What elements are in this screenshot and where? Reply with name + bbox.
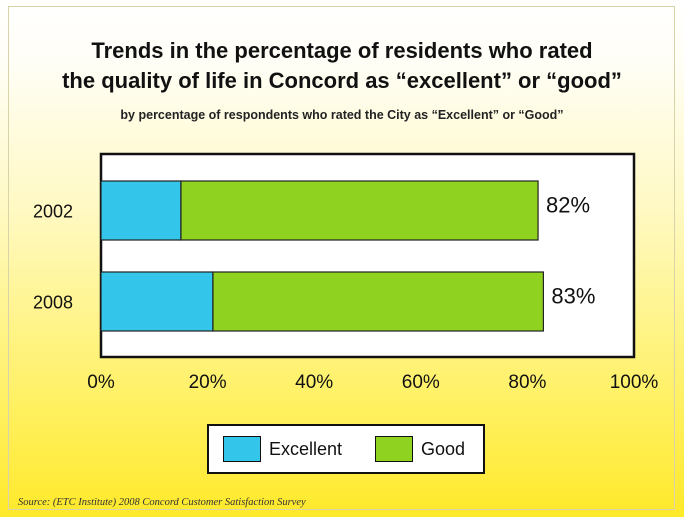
chart-frame xyxy=(8,6,675,510)
legend-item-good: Good xyxy=(375,436,465,462)
category-label-2002: 2002 xyxy=(33,202,73,222)
x-tick-label-80: 80% xyxy=(508,372,546,393)
chart-subtitle: by percentage of respondents who rated t… xyxy=(120,108,564,122)
legend-label-excellent: Excellent xyxy=(269,438,343,459)
bar-excellent-2002 xyxy=(100,180,182,241)
x-tick-label-100: 100% xyxy=(610,372,659,393)
legend-swatch-good xyxy=(375,436,413,462)
legend-label-good: Good xyxy=(421,438,466,459)
data-label-2008: 83% xyxy=(551,284,595,309)
chart-title-line-1: Trends in the percentage of residents wh… xyxy=(91,38,593,63)
chart-title-line-2: the quality of life in Concord as “excel… xyxy=(62,68,622,93)
legend-item-excellent: Excellent xyxy=(223,436,342,462)
bar-good-2008 xyxy=(212,271,544,332)
data-label-2002: 82% xyxy=(546,193,590,218)
x-tick-label-60: 60% xyxy=(402,372,440,393)
x-tick-label-40: 40% xyxy=(295,372,333,393)
bar-good-2002 xyxy=(180,180,539,241)
x-tick-label-0: 0% xyxy=(87,372,115,393)
source-note: Source: (ETC Institute) 2008 Concord Cus… xyxy=(18,497,306,508)
bar-excellent-2008 xyxy=(100,271,214,332)
chart-legend: Excellent Good xyxy=(207,424,485,474)
legend-swatch-excellent xyxy=(223,436,261,462)
category-label-2008: 2008 xyxy=(33,293,73,313)
x-tick-label-20: 20% xyxy=(189,372,227,393)
